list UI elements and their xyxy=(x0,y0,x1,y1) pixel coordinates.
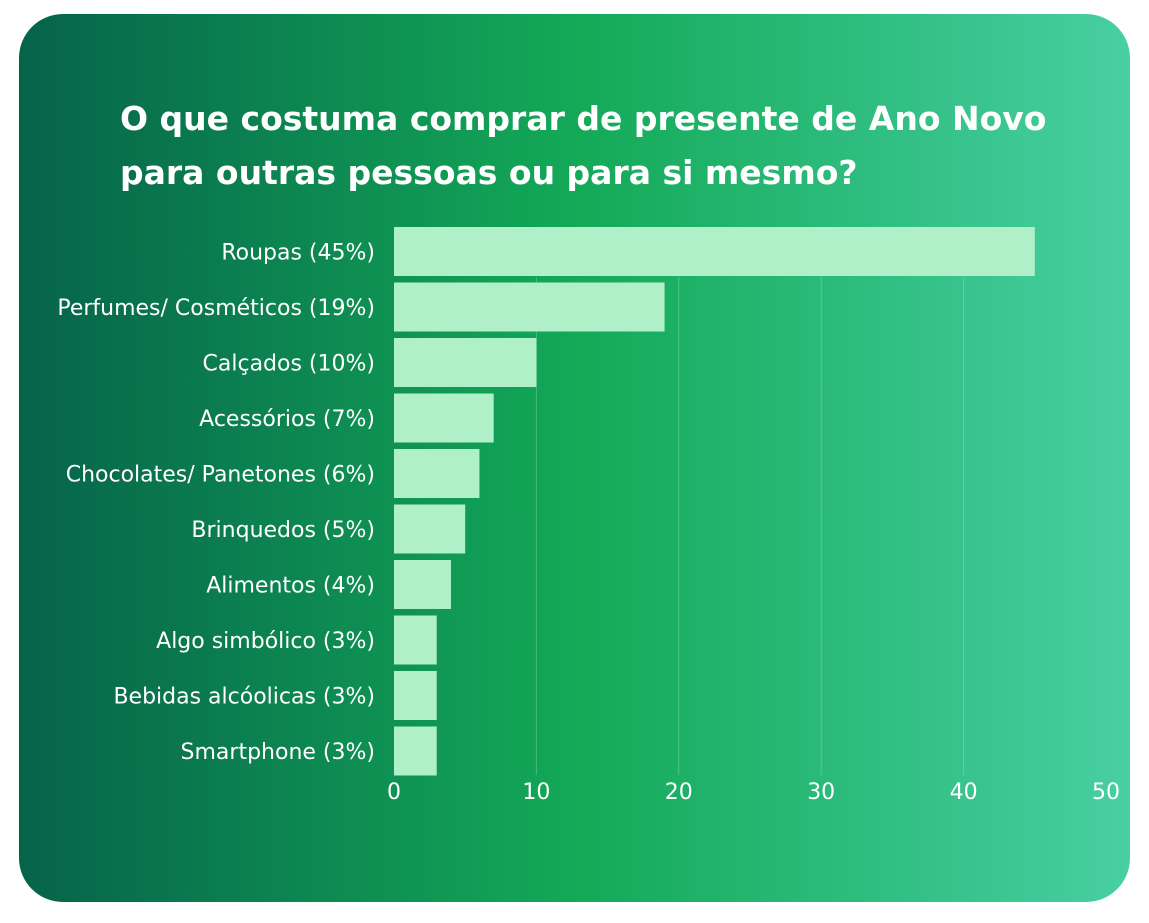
category-label: Smartphone (3%) xyxy=(181,740,375,765)
chart-svg: Roupas (45%) Perfumes/ Cosméticos (19%) Ca… xyxy=(19,14,1130,902)
bar xyxy=(394,560,451,609)
chart-background xyxy=(19,14,1130,902)
category-label: Roupas (45%) xyxy=(221,241,375,266)
x-tick-label: 30 xyxy=(807,780,835,805)
category-label: Alimentos (4%) xyxy=(206,574,375,599)
bar xyxy=(394,671,437,720)
category-label: Calçados (10%) xyxy=(203,352,375,377)
category-label: Chocolates/ Panetones (6%) xyxy=(66,463,375,488)
bar xyxy=(394,227,1035,276)
x-tick-label: 20 xyxy=(665,780,693,805)
bar xyxy=(394,726,437,776)
category-label: Acessórios (7%) xyxy=(199,407,375,432)
bars xyxy=(394,227,1035,776)
category-label: Perfumes/ Cosméticos (19%) xyxy=(57,296,375,321)
category-label: Algo simbólico (3%) xyxy=(156,629,375,654)
bar xyxy=(394,615,437,665)
category-labels: Roupas (45%) Perfumes/ Cosméticos (19%) Ca… xyxy=(57,241,375,766)
bar xyxy=(394,338,537,387)
x-tick-label: 0 xyxy=(387,780,401,805)
x-tick-label: 50 xyxy=(1092,780,1120,805)
bar xyxy=(394,449,480,498)
chart-card: Roupas (45%) Perfumes/ Cosméticos (19%) Ca… xyxy=(19,14,1130,902)
x-axis-ticks: 0 10 20 30 40 50 xyxy=(387,780,1120,805)
category-label: Brinquedos (5%) xyxy=(191,518,375,543)
bar xyxy=(394,504,466,554)
bar xyxy=(394,282,665,332)
chart-title: O que costuma comprar de presente de Ano… xyxy=(120,99,1047,192)
bar xyxy=(394,393,494,443)
x-tick-label: 40 xyxy=(950,780,978,805)
x-tick-label: 10 xyxy=(522,780,550,805)
category-label: Bebidas alcóolicas (3%) xyxy=(113,685,375,710)
